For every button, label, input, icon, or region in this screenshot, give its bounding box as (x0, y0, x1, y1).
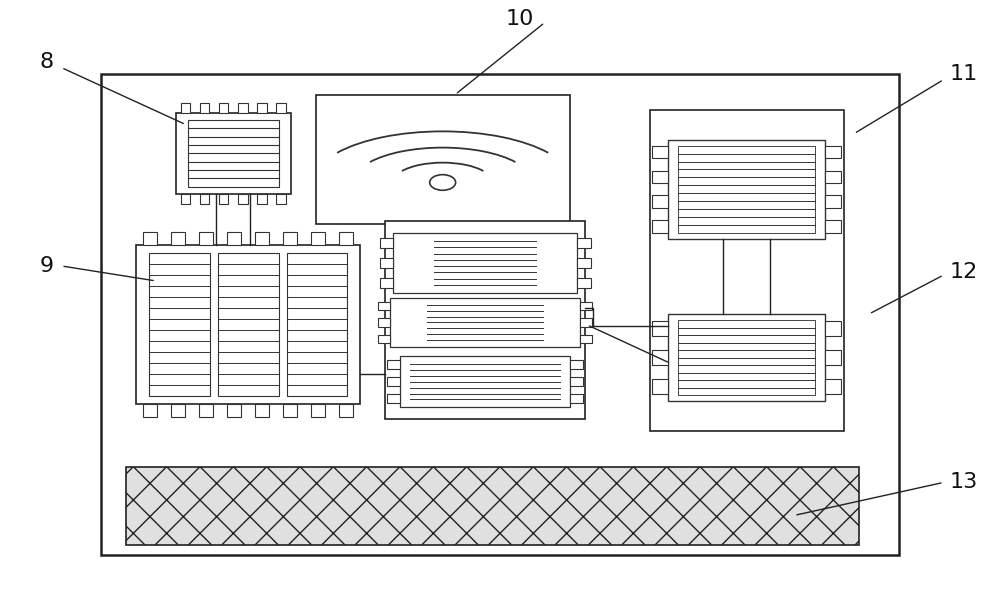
Bar (227, 232, 241, 245)
Bar (276, 194, 286, 204)
Bar (577, 278, 591, 288)
Bar (311, 232, 325, 245)
Bar (257, 194, 267, 204)
Bar (825, 350, 841, 365)
Bar (668, 140, 825, 239)
Bar (200, 103, 209, 112)
Bar (276, 103, 286, 112)
Bar (387, 394, 400, 403)
Bar (378, 335, 390, 343)
Bar (825, 146, 841, 158)
Bar (580, 335, 592, 343)
Bar (171, 232, 185, 245)
Bar (149, 252, 210, 396)
Bar (580, 318, 592, 327)
Bar (652, 171, 668, 183)
Bar (200, 194, 209, 204)
Bar (378, 318, 390, 327)
Bar (400, 356, 570, 407)
Bar (238, 194, 248, 204)
Bar (380, 238, 393, 248)
Circle shape (430, 175, 456, 190)
Bar (238, 103, 248, 112)
Bar (311, 404, 325, 417)
Bar (678, 146, 815, 233)
Bar (287, 252, 347, 396)
Bar (143, 404, 157, 417)
Bar (199, 404, 213, 417)
Text: 13: 13 (950, 472, 978, 492)
Bar (678, 320, 815, 395)
Bar (393, 233, 577, 293)
Bar (652, 321, 668, 336)
Bar (219, 194, 228, 204)
Bar (136, 245, 360, 404)
Text: 9: 9 (39, 256, 53, 276)
Bar (199, 232, 213, 245)
Bar (378, 302, 390, 310)
Bar (652, 196, 668, 208)
Bar (257, 103, 267, 112)
Bar (339, 232, 353, 245)
Bar (825, 321, 841, 336)
Bar (380, 258, 393, 268)
Bar (825, 220, 841, 233)
Bar (385, 221, 585, 419)
Bar (825, 379, 841, 394)
Bar (580, 302, 592, 310)
Bar (390, 298, 580, 347)
Bar (650, 109, 844, 431)
Text: 11: 11 (950, 63, 978, 83)
Bar (255, 404, 269, 417)
Bar (143, 232, 157, 245)
Bar (101, 74, 899, 554)
Bar (577, 258, 591, 268)
Bar (577, 238, 591, 248)
Bar (171, 404, 185, 417)
Bar (283, 232, 297, 245)
Bar (176, 112, 291, 194)
Bar (570, 361, 583, 369)
Bar (570, 378, 583, 386)
Bar (387, 378, 400, 386)
Bar (283, 404, 297, 417)
Bar (652, 146, 668, 158)
Bar (126, 467, 859, 545)
Bar (181, 103, 190, 112)
Text: 10: 10 (506, 10, 534, 30)
Bar (380, 278, 393, 288)
Bar (652, 220, 668, 233)
Bar (181, 194, 190, 204)
Bar (652, 350, 668, 365)
Bar (218, 252, 279, 396)
Bar (668, 314, 825, 401)
Bar (219, 103, 228, 112)
Text: 12: 12 (950, 262, 978, 282)
Bar (255, 232, 269, 245)
Bar (652, 379, 668, 394)
Bar (825, 196, 841, 208)
Bar (316, 95, 570, 224)
Bar (387, 361, 400, 369)
Bar (227, 404, 241, 417)
Text: 8: 8 (39, 51, 53, 71)
Bar (825, 171, 841, 183)
Bar (570, 394, 583, 403)
Bar (188, 120, 279, 187)
Bar (339, 404, 353, 417)
